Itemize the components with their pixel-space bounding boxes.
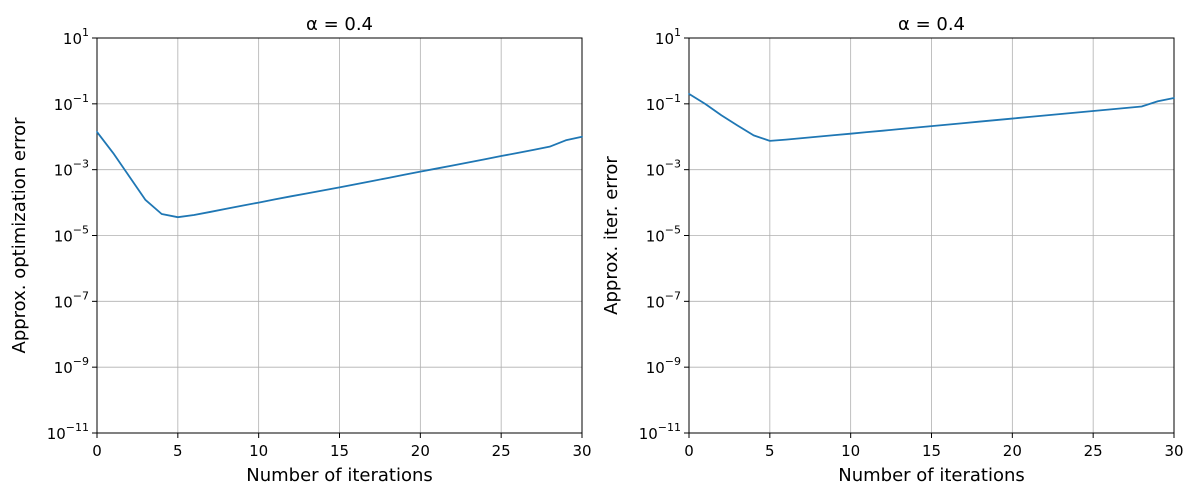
y-tick-label: 10−11 <box>47 421 89 443</box>
x-tick-label: 5 <box>765 442 775 460</box>
y-tick-label: 10−3 <box>646 158 681 180</box>
y-tick-exponent: 1 <box>674 26 681 39</box>
x-tick-label: 15 <box>330 442 349 460</box>
x-tick-label: 10 <box>249 442 268 460</box>
y-tick-exponent: −1 <box>665 92 681 105</box>
x-tick-label: 25 <box>1084 442 1103 460</box>
x-tick-label: 15 <box>922 442 941 460</box>
x-tick-label: 0 <box>92 442 102 460</box>
y-tick-exponent: −5 <box>73 224 89 237</box>
y-axis-label: Approx. iter. error <box>601 156 622 315</box>
x-axis-label: Number of iterations <box>246 465 433 486</box>
chart-panel-2: 0 5 10 15 20 25 30 101 10−1 10−3 10−5 10−7 10−9 10−11… <box>601 14 1184 486</box>
y-tick-label: 10−1 <box>54 92 89 114</box>
y-tick-exponent: −1 <box>73 92 89 105</box>
x-tick-label: 0 <box>684 442 694 460</box>
y-tick-label: 10−11 <box>639 421 681 443</box>
y-tick-exponent: −7 <box>73 289 89 302</box>
y-tick-exponent: −7 <box>665 289 681 302</box>
y-tick-label: 10−9 <box>54 355 89 377</box>
y-tick-exponent: −9 <box>73 355 89 368</box>
y-tick-label: 10−1 <box>646 92 681 114</box>
x-tick-label: 20 <box>411 442 430 460</box>
y-tick-label: 10−9 <box>646 355 681 377</box>
y-tick-exponent: −5 <box>665 224 681 237</box>
y-tick-exponent: −9 <box>665 355 681 368</box>
chart-panel-1: 0 5 10 15 20 25 30 101 10−1 10−3 10−5 10−7 10−9 10−11… <box>9 14 592 486</box>
y-tick-label: 10−7 <box>646 289 681 311</box>
x-tick-label: 25 <box>492 442 511 460</box>
y-tick-exponent: −11 <box>658 421 681 434</box>
x-tick-label: 30 <box>572 442 591 460</box>
y-tick-exponent: −3 <box>73 158 89 171</box>
y-tick-label: 10−3 <box>54 158 89 180</box>
y-tick-label: 10−5 <box>54 224 89 246</box>
y-tick-label: 101 <box>655 26 681 48</box>
x-tick-label: 20 <box>1003 442 1022 460</box>
chart-title: α = 0.4 <box>898 14 965 35</box>
y-axis-label: Approx. optimization error <box>9 117 30 354</box>
x-tick-label: 30 <box>1164 442 1183 460</box>
y-tick-exponent: −3 <box>665 158 681 171</box>
x-tick-label: 5 <box>173 442 183 460</box>
y-tick-label: 10−5 <box>646 224 681 246</box>
x-tick-label: 10 <box>841 442 860 460</box>
y-tick-label: 101 <box>63 26 89 48</box>
series-line-1 <box>96 131 583 219</box>
y-tick-exponent: 1 <box>82 26 89 39</box>
chart-title: α = 0.4 <box>306 14 373 35</box>
y-tick-label: 10−7 <box>54 289 89 311</box>
series-line-1 <box>688 93 1175 142</box>
x-axis-label: Number of iterations <box>838 465 1025 486</box>
y-tick-exponent: −11 <box>66 421 89 434</box>
